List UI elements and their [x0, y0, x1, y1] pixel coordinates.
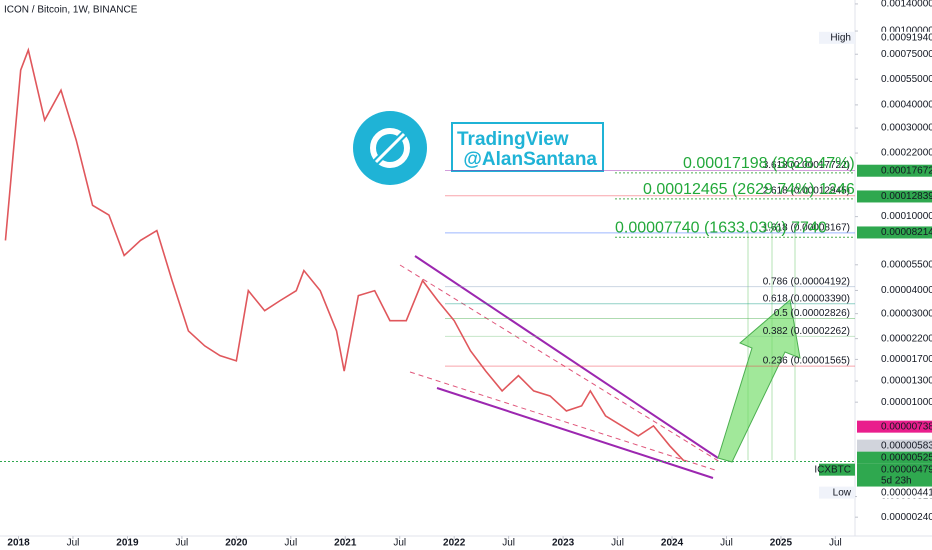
price-label: 0.00017672	[881, 165, 932, 176]
y-tick-label: 0.00001300	[881, 376, 932, 387]
price-label-bg	[857, 164, 932, 177]
y-tick-label: 0.00002200	[881, 333, 932, 344]
price-label-bg	[857, 420, 932, 433]
trendline	[414, 255, 719, 459]
y-tick-label: 0.00001000	[881, 397, 932, 408]
y-tick-label: 0.00003000	[881, 308, 932, 319]
price-tag: Low	[833, 487, 852, 498]
y-tick-label: 0.00010000	[881, 211, 932, 222]
price-label: 0.00000583	[881, 440, 932, 451]
x-tick-label: 2020	[225, 538, 248, 549]
x-tick-label: Jul	[67, 538, 80, 549]
logo-ring	[370, 128, 410, 168]
fib-label: 0.382 (0.00002262)	[763, 326, 850, 337]
fib-label: 0.618 (0.00003390)	[763, 293, 850, 304]
chart-title: ICON / Bitcoin, 1W, BINANCE	[4, 5, 138, 16]
price-label: 0.00000441	[881, 487, 932, 498]
price-tag: High	[830, 32, 851, 43]
price-tag-bg	[819, 463, 855, 476]
x-tick-label: 2021	[334, 538, 357, 549]
fib-label: 3.618 (0.00017722)	[763, 160, 850, 171]
trendline	[436, 387, 714, 479]
price-label: 0.00000525	[881, 452, 932, 463]
x-tick-label: 2018	[7, 538, 30, 549]
fib-label: 0.236 (0.00001565)	[763, 356, 850, 367]
watermark: @AlanSantana	[463, 149, 597, 170]
fib-label: 1.618 (0.00008167)	[763, 223, 850, 234]
x-tick-label: Jul	[175, 538, 188, 549]
price-label: 0.00008214	[881, 227, 932, 238]
fib-label: 2.618 (0.00012945)	[763, 185, 850, 196]
price-label-bg	[857, 31, 932, 44]
x-tick-label: 2022	[443, 538, 466, 549]
plot-area: TradingView @AlanSantana 3.618 (0.000177…	[0, 47, 877, 479]
x-tick-label: Jul	[611, 538, 624, 549]
y-tick-label: 0.00100000	[881, 26, 932, 37]
price-tag-bg	[819, 486, 855, 499]
x-tick-label: 2025	[770, 538, 793, 549]
y-tick-label: 0.00055000	[881, 74, 932, 85]
price-label-bg	[857, 486, 932, 499]
projection-arrow	[717, 299, 801, 463]
target-label: 0.00017198 (3628.47%) 17	[683, 155, 877, 172]
price-tag-bg	[819, 31, 855, 44]
y-tick-label: 0.00000240	[881, 512, 932, 523]
price-label-bg	[857, 451, 932, 464]
watermark-box	[451, 122, 604, 172]
x-tick-label: Jul	[393, 538, 406, 549]
fib-label: 0.5 (0.00002826)	[774, 308, 850, 319]
price-label-bg	[857, 190, 932, 203]
price-label-bg	[857, 226, 932, 239]
price-label-sub: 5d 23h	[881, 475, 912, 486]
price-label-bg	[857, 439, 932, 452]
price-label: 0.00000738	[881, 421, 932, 432]
x-tick-label: 2023	[552, 538, 575, 549]
y-tick-label: 0.00001700	[881, 354, 932, 365]
y-tick-label: 0.00004000	[881, 285, 932, 296]
y-tick-label: 0.00075000	[881, 49, 932, 60]
price-tag: ICXBTC	[814, 464, 851, 475]
watermark: TradingView	[457, 129, 569, 150]
x-tick-label: 2024	[661, 538, 684, 549]
x-tick-label: Jul	[720, 538, 733, 549]
price-label: 0.00000479	[881, 464, 932, 475]
y-tick-label: 0.00140000	[881, 0, 932, 10]
price-label: 0.00091940	[881, 32, 932, 43]
x-tick-label: Jul	[502, 538, 515, 549]
y-tick-label: 0.00022000	[881, 148, 932, 159]
target-label: 0.00007740 (1633.03%) 7740	[615, 219, 827, 236]
price-label-bg	[857, 463, 932, 487]
fib-label: 0.786 (0.00004192)	[763, 276, 850, 287]
y-tick-label: 0.00040000	[881, 100, 932, 111]
y-tick-label: 0.00005500	[881, 259, 932, 270]
x-tick-label: Jul	[829, 538, 842, 549]
logo-slash	[374, 132, 406, 164]
x-tick-label: 2019	[116, 538, 139, 549]
y-tick-label: 0.00030000	[881, 123, 932, 134]
x-tick-label: Jul	[284, 538, 297, 549]
target-label: 0.00012465 (2629.74%) 1246	[643, 181, 855, 198]
price-label: 0.00012839	[881, 191, 932, 202]
price-line	[4, 47, 685, 462]
